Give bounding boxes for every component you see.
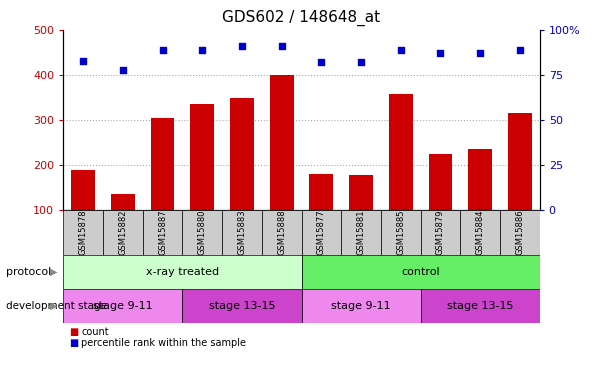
Bar — [349, 175, 373, 210]
Bar — [341, 210, 381, 255]
Text: development stage: development stage — [6, 301, 107, 310]
Text: GSM15881: GSM15881 — [356, 210, 365, 255]
Point — [435, 50, 445, 56]
Bar — [469, 149, 492, 210]
Point — [118, 67, 128, 73]
Text: GSM15880: GSM15880 — [198, 210, 207, 255]
Bar — [389, 94, 412, 210]
Bar — [262, 210, 302, 255]
Bar — [182, 210, 222, 255]
Text: GSM15885: GSM15885 — [396, 210, 405, 255]
Text: GDS602 / 148648_at: GDS602 / 148648_at — [223, 9, 380, 26]
Text: GSM15877: GSM15877 — [317, 210, 326, 255]
Bar — [309, 174, 333, 210]
Text: x-ray treated: x-ray treated — [146, 267, 219, 277]
Bar — [421, 210, 460, 255]
Point — [356, 59, 366, 65]
Bar — [302, 255, 540, 289]
Text: GSM15882: GSM15882 — [118, 210, 127, 255]
Point — [475, 50, 485, 56]
Bar — [71, 170, 95, 210]
Text: protocol: protocol — [6, 267, 51, 277]
Bar — [381, 210, 421, 255]
Bar — [63, 210, 103, 255]
Bar — [270, 75, 294, 210]
Text: stage 13-15: stage 13-15 — [209, 301, 275, 310]
Bar — [508, 113, 532, 210]
Bar — [302, 289, 421, 322]
Bar — [103, 210, 143, 255]
Text: percentile rank within the sample: percentile rank within the sample — [81, 338, 247, 348]
Bar — [63, 255, 302, 289]
Bar — [143, 210, 183, 255]
Text: GSM15884: GSM15884 — [476, 210, 485, 255]
Bar — [460, 210, 500, 255]
Bar — [429, 154, 452, 210]
Text: GSM15886: GSM15886 — [516, 210, 525, 255]
Text: stage 9-11: stage 9-11 — [93, 301, 153, 310]
Point — [158, 47, 168, 53]
Bar — [63, 289, 183, 322]
Text: GSM15883: GSM15883 — [238, 210, 247, 255]
Point — [396, 47, 406, 53]
Point — [237, 43, 247, 49]
Bar — [421, 289, 540, 322]
Point — [277, 43, 286, 49]
Text: ■: ■ — [69, 338, 78, 348]
Text: count: count — [81, 327, 109, 337]
Text: stage 9-11: stage 9-11 — [331, 301, 391, 310]
Bar — [230, 98, 254, 210]
Text: GSM15888: GSM15888 — [277, 210, 286, 255]
Text: GSM15887: GSM15887 — [158, 210, 167, 255]
Text: ▶: ▶ — [50, 267, 57, 277]
Text: GSM15878: GSM15878 — [78, 210, 87, 255]
Point — [78, 58, 88, 64]
Text: ■: ■ — [69, 327, 78, 337]
Point — [197, 47, 207, 53]
Text: stage 13-15: stage 13-15 — [447, 301, 513, 310]
Bar — [222, 210, 262, 255]
Bar — [302, 210, 341, 255]
Text: ▶: ▶ — [50, 301, 57, 310]
Bar — [151, 118, 174, 210]
Bar — [183, 289, 302, 322]
Bar — [111, 194, 135, 210]
Text: GSM15879: GSM15879 — [436, 210, 445, 255]
Bar — [191, 104, 214, 210]
Bar — [500, 210, 540, 255]
Point — [515, 47, 525, 53]
Text: control: control — [401, 267, 440, 277]
Point — [317, 59, 326, 65]
